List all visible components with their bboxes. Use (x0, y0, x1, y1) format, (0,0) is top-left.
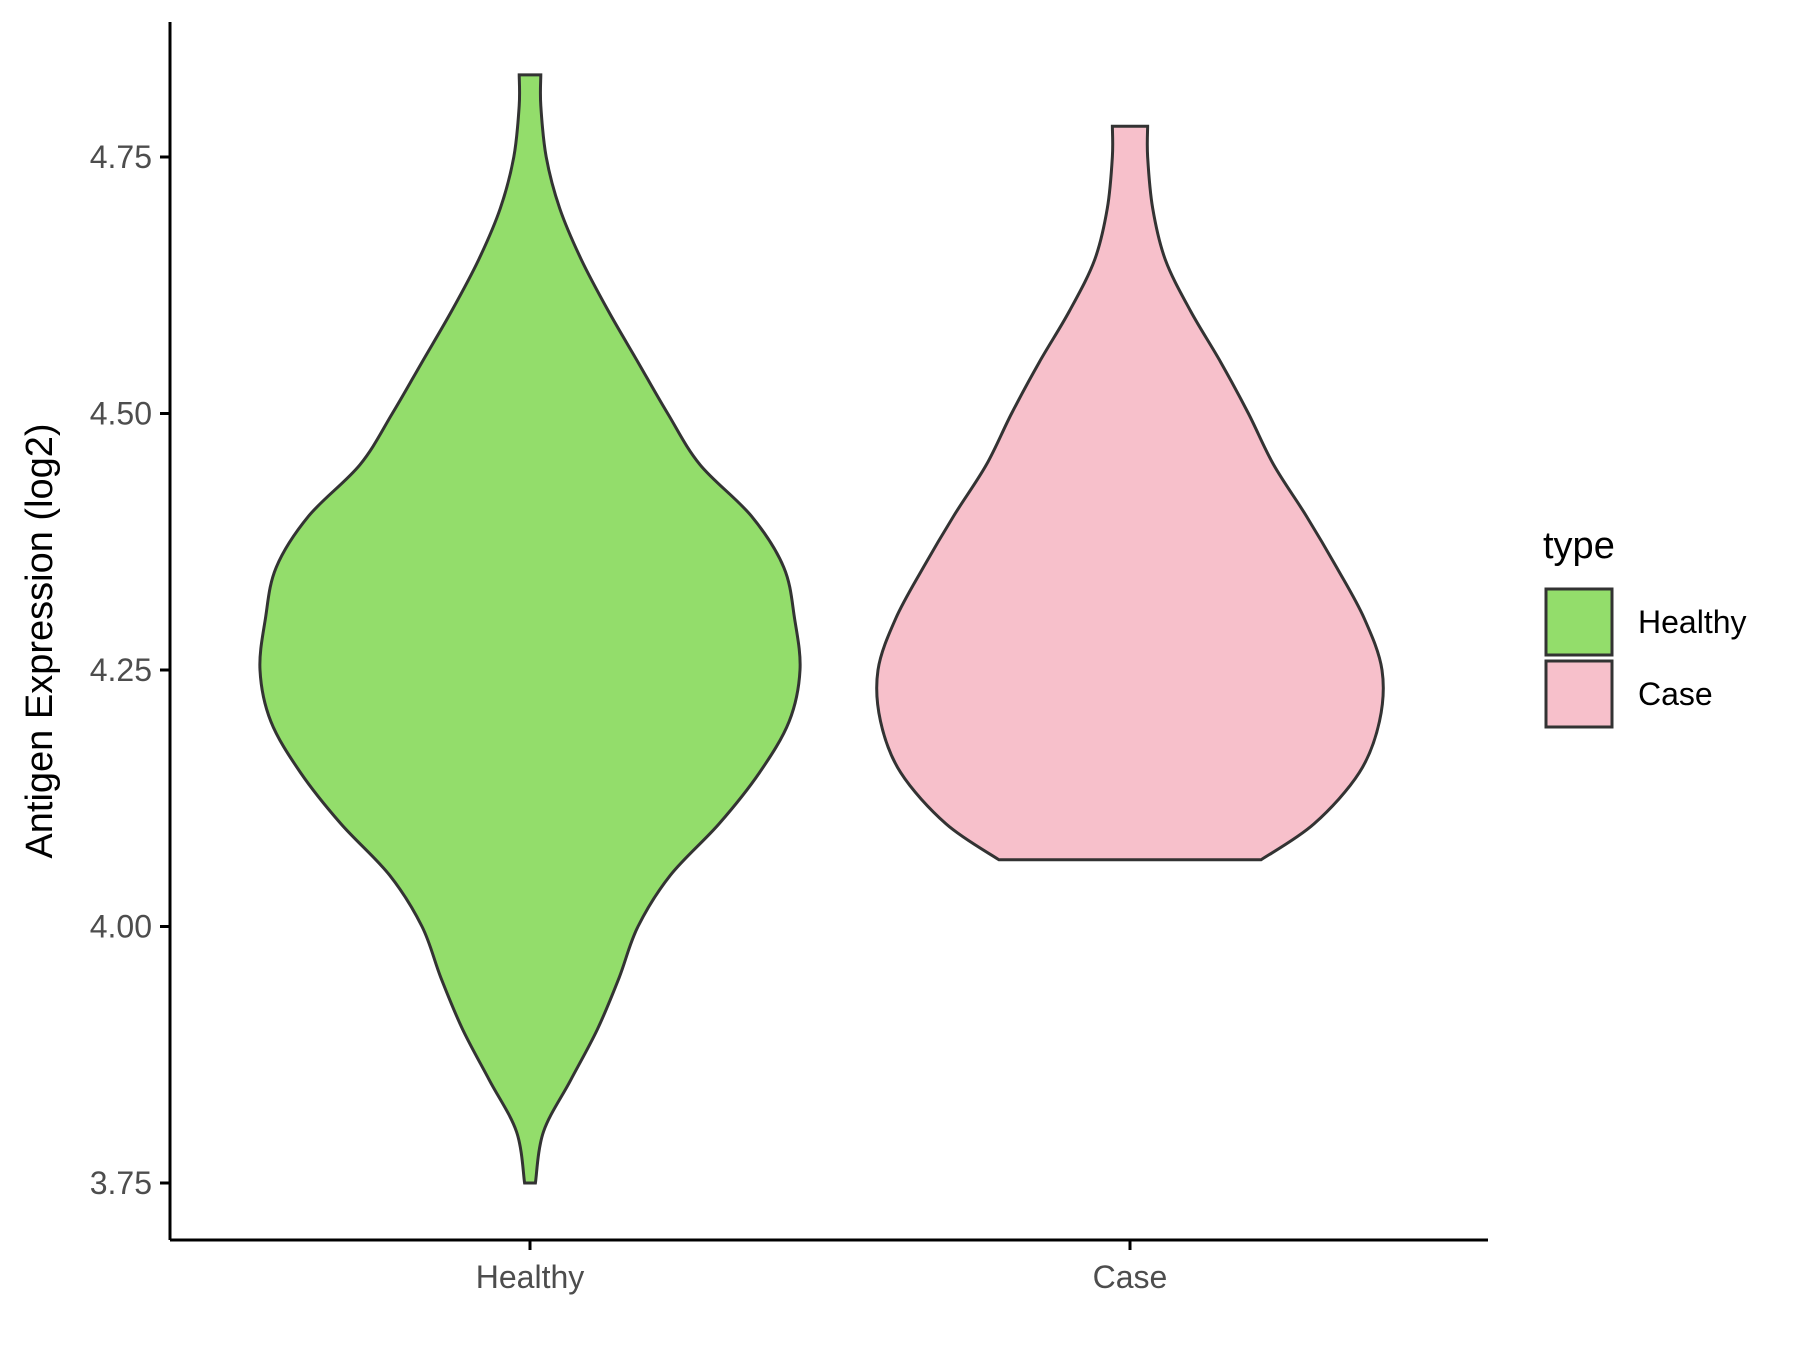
violins (258, 73, 1385, 1185)
y-tick-label: 3.75 (90, 1165, 152, 1201)
y-tick-label: 4.50 (90, 396, 152, 432)
violin-healthy (258, 73, 802, 1185)
legend-key-healthy (1544, 587, 1614, 657)
y-tick-label: 4.00 (90, 909, 152, 945)
legend-title: type (1543, 525, 1615, 567)
x-axis-ticks: Healthy Case (476, 1240, 1168, 1295)
x-tick-label: Healthy (476, 1259, 585, 1295)
legend: type Healthy Case (1543, 525, 1747, 729)
y-tick-label: 4.75 (90, 139, 152, 175)
y-tick-label: 4.25 (90, 652, 152, 688)
x-tick-label: Case (1093, 1259, 1168, 1295)
legend-label-healthy: Healthy (1638, 604, 1747, 640)
legend-entries: Healthy Case (1544, 587, 1747, 729)
legend-key-case (1544, 659, 1614, 729)
y-axis-title: Antigen Expression (log2) (19, 423, 61, 858)
plot-area: 3.75 4.00 4.25 4.50 4.75 Healthy Case (90, 22, 1488, 1295)
y-axis-ticks: 3.75 4.00 4.25 4.50 4.75 (90, 139, 170, 1201)
legend-label-case: Case (1638, 676, 1713, 712)
violin-case (875, 124, 1385, 862)
